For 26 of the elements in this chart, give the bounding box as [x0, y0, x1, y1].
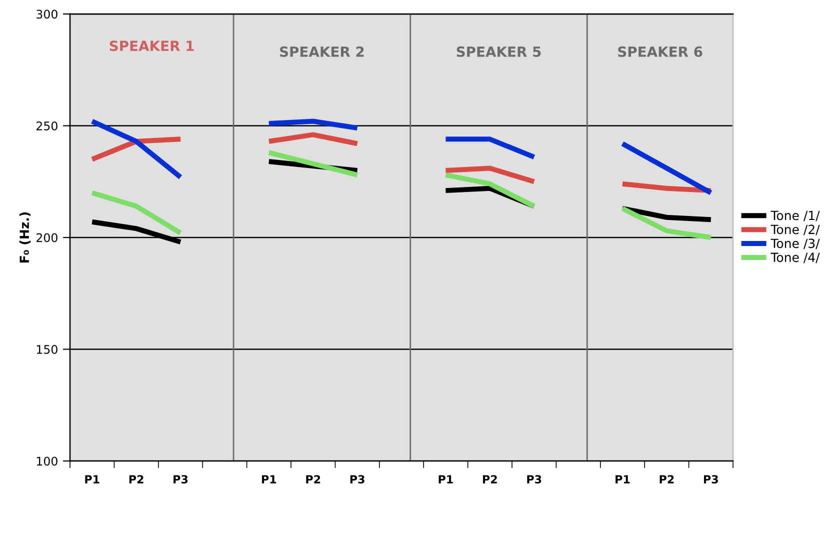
x-tick-label: P1 — [85, 475, 100, 484]
x-tick-label: P3 — [174, 475, 188, 484]
x-tick-label: P1 — [616, 475, 630, 484]
x-tick-label: P3 — [350, 475, 364, 484]
x-tick-label: P1 — [262, 475, 276, 484]
legend-label: Tone /1/ — [770, 210, 820, 222]
y-tick-label: 200 — [36, 233, 58, 242]
annotation: SPEAKER 2 — [280, 46, 364, 57]
legend-label: Tone /2/ — [770, 224, 820, 236]
y-axis-title: F₀ (Hz.) — [19, 212, 31, 262]
legend-label: Tone /4/ — [770, 252, 820, 264]
x-tick-label: P2 — [482, 475, 497, 484]
annotation: SPEAKER 5 — [456, 46, 541, 57]
x-tick-label: P3 — [704, 475, 718, 484]
x-tick-label: P1 — [438, 475, 453, 484]
x-tick-label: P3 — [527, 475, 542, 484]
x-tick-label: P2 — [306, 475, 320, 484]
legend-label: Tone /3/ — [770, 238, 820, 250]
y-tick-label: 300 — [36, 10, 58, 19]
y-tick-label: 100 — [36, 456, 58, 466]
annotation: SPEAKER 1 — [110, 40, 194, 52]
annotation: SPEAKER 6 — [618, 46, 702, 57]
y-tick-label: 250 — [36, 121, 58, 130]
x-tick-label: P2 — [660, 475, 674, 484]
x-tick-label: P2 — [129, 475, 144, 484]
y-tick-label: 150 — [36, 344, 58, 354]
